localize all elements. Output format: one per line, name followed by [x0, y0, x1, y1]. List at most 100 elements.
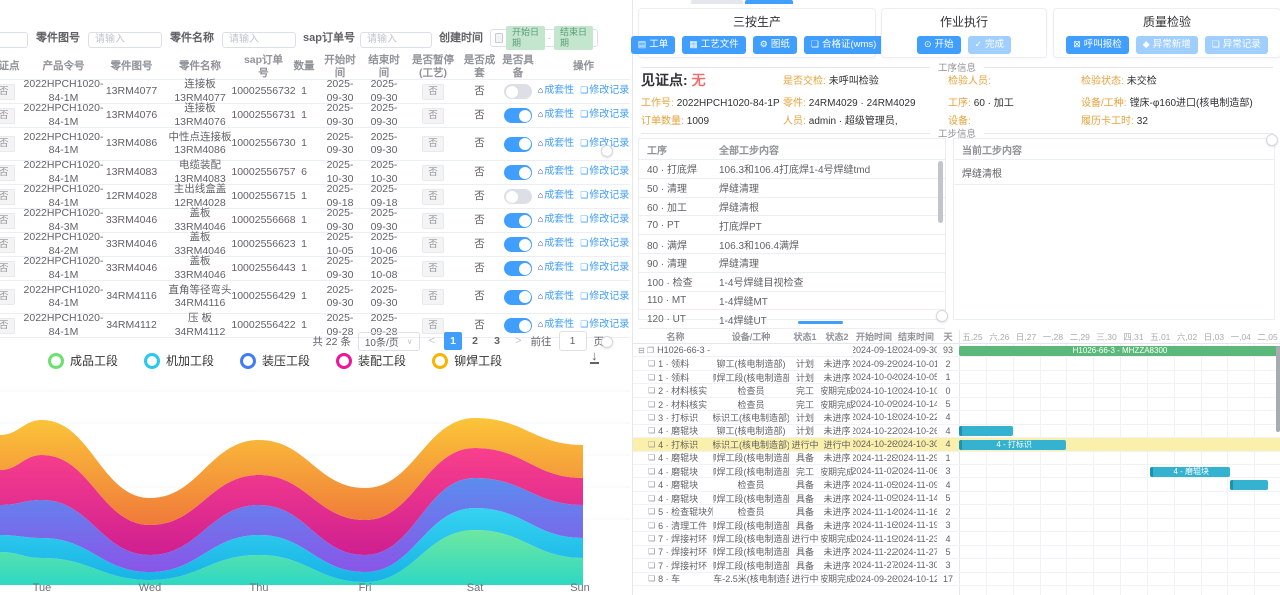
kit-link[interactable]: ⌂成套性 — [537, 166, 575, 178]
download-icon[interactable]: ↓ — [590, 348, 599, 364]
legend-item[interactable]: 装压工段 — [240, 352, 310, 369]
kit-link[interactable]: ⌂成套性 — [537, 238, 575, 250]
enable-toggle[interactable] — [504, 318, 532, 333]
table-row[interactable]: 否 2022HPCH1020-84-3M 33RM4046 盖板 33RM4046 10… — [0, 207, 630, 233]
gantt-bar[interactable]: 4 - 打标识 — [959, 439, 1067, 450]
edit-record-link[interactable]: ❏修改记录 — [580, 214, 630, 226]
edit-record-link[interactable]: ❏修改记录 — [580, 85, 630, 97]
edit-record-link[interactable]: ❏修改记录 — [580, 262, 630, 274]
kit-link[interactable]: ⌂成套性 — [537, 214, 575, 226]
page-number-3[interactable]: 3 — [494, 335, 500, 347]
enable-toggle[interactable] — [504, 84, 532, 99]
splitter-handle[interactable] — [601, 145, 613, 157]
splitter-handle[interactable] — [936, 310, 948, 322]
gantt-bar[interactable] — [1230, 480, 1268, 491]
collapse-icon[interactable]: ⊟ ❐ — [638, 345, 655, 355]
table-row[interactable]: 否 2022HPCH1020-84-1M 33RM4046 盖板 33RM4046 10… — [0, 255, 630, 281]
gantt-bar[interactable] — [959, 426, 1013, 437]
工艺文件-button[interactable]: ▦ 工艺文件 — [682, 36, 746, 54]
start-date-field[interactable]: 开始日期 — [506, 26, 545, 50]
enable-toggle[interactable] — [504, 237, 532, 252]
kit-link[interactable]: ⌂成套性 — [537, 109, 575, 121]
step-row[interactable]: 100 · 检查 1-4号焊缝目视检查 — [639, 273, 945, 292]
gantt-row[interactable]: ❏6 · 清理工件铆焊工段(核电制造部)具备未进序2024-11-162024-… — [633, 519, 1280, 533]
step-row[interactable]: 50 · 清理 焊缝清理 — [639, 179, 945, 198]
gantt-row[interactable]: ❏7 · 焊接衬环铆焊工段(核电制造部)进行中按期完成2024-11-19202… — [633, 532, 1280, 546]
enable-toggle[interactable] — [504, 108, 532, 123]
step-row[interactable]: 120 · UT 1-4焊缝UT — [639, 310, 945, 330]
gantt-row[interactable]: ❏ 4 · 磨辊块 检查员 具备 未进序 2024-11-05 2024-11-09 4 — [633, 479, 1280, 492]
gantt-row[interactable]: ❏7 · 焊接衬环铆焊工段(核电制造部)具备未进序2024-11-222024-… — [633, 546, 1280, 560]
table-row[interactable]: 否 2022HPCH1020-84-1M 13RM4086 中性点连接板 13RM40… — [0, 128, 630, 161]
table-row[interactable]: 否 2022HPCH1020-84-1M 13RM4077 连接板 13RM4077 1… — [0, 78, 630, 104]
step-row[interactable]: 80 · 满焊 106.3和106.4满焊 — [639, 235, 945, 254]
kit-link[interactable]: ⌂成套性 — [537, 137, 575, 149]
page-number-1[interactable]: 1 — [444, 332, 463, 350]
gantt-row[interactable]: ❏ 2 · 材料核实 检查员 完工 按期完成 2024-10-09 2024-10-14 5 — [633, 398, 1280, 412]
gantt-row[interactable]: ❏4 · 磨辊块铆焊工段(核电制造部)具备未进序2024-11-092024-1… — [633, 492, 1280, 506]
gantt-row[interactable]: ❏ 1 · 领料 铆工(核电制造部) 计划 未进序 2024-09-29 2024-10-0… — [633, 357, 1280, 371]
next-page-arrow[interactable]: > — [515, 335, 522, 347]
edit-record-link[interactable]: ❏修改记录 — [580, 319, 630, 331]
edit-record-link[interactable]: ❏修改记录 — [580, 109, 630, 121]
工单-button[interactable]: ▤ 工单 — [630, 36, 676, 54]
edit-record-link[interactable]: ❏修改记录 — [580, 137, 630, 149]
kit-link[interactable]: ⌂成套性 — [537, 262, 575, 274]
enable-toggle[interactable] — [504, 189, 532, 204]
enable-toggle[interactable] — [504, 165, 532, 180]
gantt-row[interactable]: ❏4 · 磨辊块铆焊工段(核电制造部)完工按期完成2024-11-022024-… — [633, 465, 1280, 479]
step-row[interactable]: 60 · 加工 焊缝清根 — [639, 198, 945, 217]
page-size-select[interactable]: 10条/页 ∨ — [357, 331, 420, 351]
图纸-button[interactable]: ⚙ 图纸 — [752, 36, 797, 54]
enable-toggle[interactable] — [504, 261, 532, 276]
page-number-2[interactable]: 2 — [472, 335, 478, 347]
edit-record-link[interactable]: ❏修改记录 — [580, 290, 630, 302]
legend-item[interactable]: 铆焊工段 — [432, 352, 502, 369]
legend-item[interactable]: 机加工段 — [144, 352, 214, 369]
sap-order-input[interactable] — [360, 32, 432, 48]
gantt-scrollbar[interactable] — [1276, 346, 1280, 432]
legend-item[interactable]: 成品工段 — [48, 352, 118, 369]
gantt-splitter[interactable] — [959, 330, 960, 595]
table-row[interactable]: 否 2022HPCH1020-84-1M 12RM4028 主出线盒盖 12RM402… — [0, 183, 630, 209]
tab-stub-active[interactable] — [745, 0, 793, 4]
step-row[interactable]: 110 · MT 1-4焊缝MT — [639, 292, 945, 311]
完成-button[interactable]: ✓ 完成 — [967, 36, 1012, 54]
tab-stub-inactive[interactable] — [691, 0, 743, 4]
step-row[interactable]: 70 · PT 打底焊PT — [639, 216, 945, 236]
enable-toggle[interactable] — [504, 136, 532, 152]
steps-scrollbar[interactable] — [938, 161, 943, 223]
gantt-row[interactable]: ❏ 2 · 材料核实 检查员 完工 按期完成 2024-10-10 2024-10-10 0 — [633, 384, 1280, 398]
gantt-row[interactable]: ❏ 3 · 打标识 标识工(核电制造部) 计划 未进序 2024-10-18 2024-10… — [633, 411, 1280, 425]
edit-record-link[interactable]: ❏修改记录 — [580, 166, 630, 178]
splitter-handle[interactable] — [601, 336, 613, 348]
steps-hscrollbar[interactable] — [798, 321, 843, 324]
edit-record-link[interactable]: ❏修改记录 — [580, 238, 630, 250]
edit-record-link[interactable]: ❏修改记录 — [580, 190, 630, 202]
gantt-bar[interactable]: H1026-66-3 - MHZZA8300 — [959, 345, 1280, 356]
table-row[interactable]: 否 2022HPCH1020-84-1M 13RM4083 电缆装配 13RM4083… — [0, 159, 630, 185]
gantt-row[interactable]: ❏1 · 领料铆焊工段(核电制造部)计划未进序2024-10-042024-10… — [633, 371, 1280, 385]
part-no-input[interactable] — [88, 32, 162, 48]
table-row[interactable]: 否 2022HPCH1020-84-1M 34RM4116 直角等径弯头 34RM41… — [0, 281, 630, 314]
end-date-field[interactable]: 结束日期 — [554, 26, 593, 50]
part-name-input[interactable] — [222, 32, 296, 48]
table-row[interactable]: 否 2022HPCH1020-84-1M 13RM4076 连接板 13RM4076 1… — [0, 102, 630, 128]
开始-button[interactable]: ⊙ 开始 — [916, 36, 961, 54]
enable-toggle[interactable] — [504, 213, 532, 228]
enable-toggle[interactable] — [504, 289, 532, 305]
step-row[interactable]: 90 · 清理 焊缝清理 — [639, 254, 945, 273]
legend-item[interactable]: 装配工段 — [336, 352, 406, 369]
gantt-bar[interactable]: 4 - 磨辊块 — [1149, 466, 1231, 477]
step-row[interactable]: 40 · 打底焊 106.3和106.4打底焊1-4号焊缝tmd — [639, 160, 945, 179]
goto-page-input[interactable] — [558, 331, 587, 351]
呼叫报检-button[interactable]: ⊠ 呼叫报检 — [1066, 36, 1129, 54]
kit-link[interactable]: ⌂成套性 — [537, 319, 575, 331]
table-row[interactable]: 否 2022HPCH1020-84-2M 33RM4046 盖板 33RM4046 10… — [0, 231, 630, 257]
gantt-row[interactable]: ❏8 · 车立车-2.5米(核电制造部)进行中按期完成2024-09-26202… — [633, 573, 1280, 587]
gantt-row[interactable]: ❏4 · 磨辊块铆焊工段(核电制造部)具备未进序2024-11-282024-1… — [633, 452, 1280, 466]
gantt-row[interactable]: ❏ 4 · 打标识 标识工(核电制造部) 进行中 进行中 2024-10-26 2024-1… — [633, 438, 1280, 452]
kit-link[interactable]: ⌂成套性 — [537, 190, 575, 202]
prev-page-arrow[interactable]: < — [428, 335, 436, 347]
